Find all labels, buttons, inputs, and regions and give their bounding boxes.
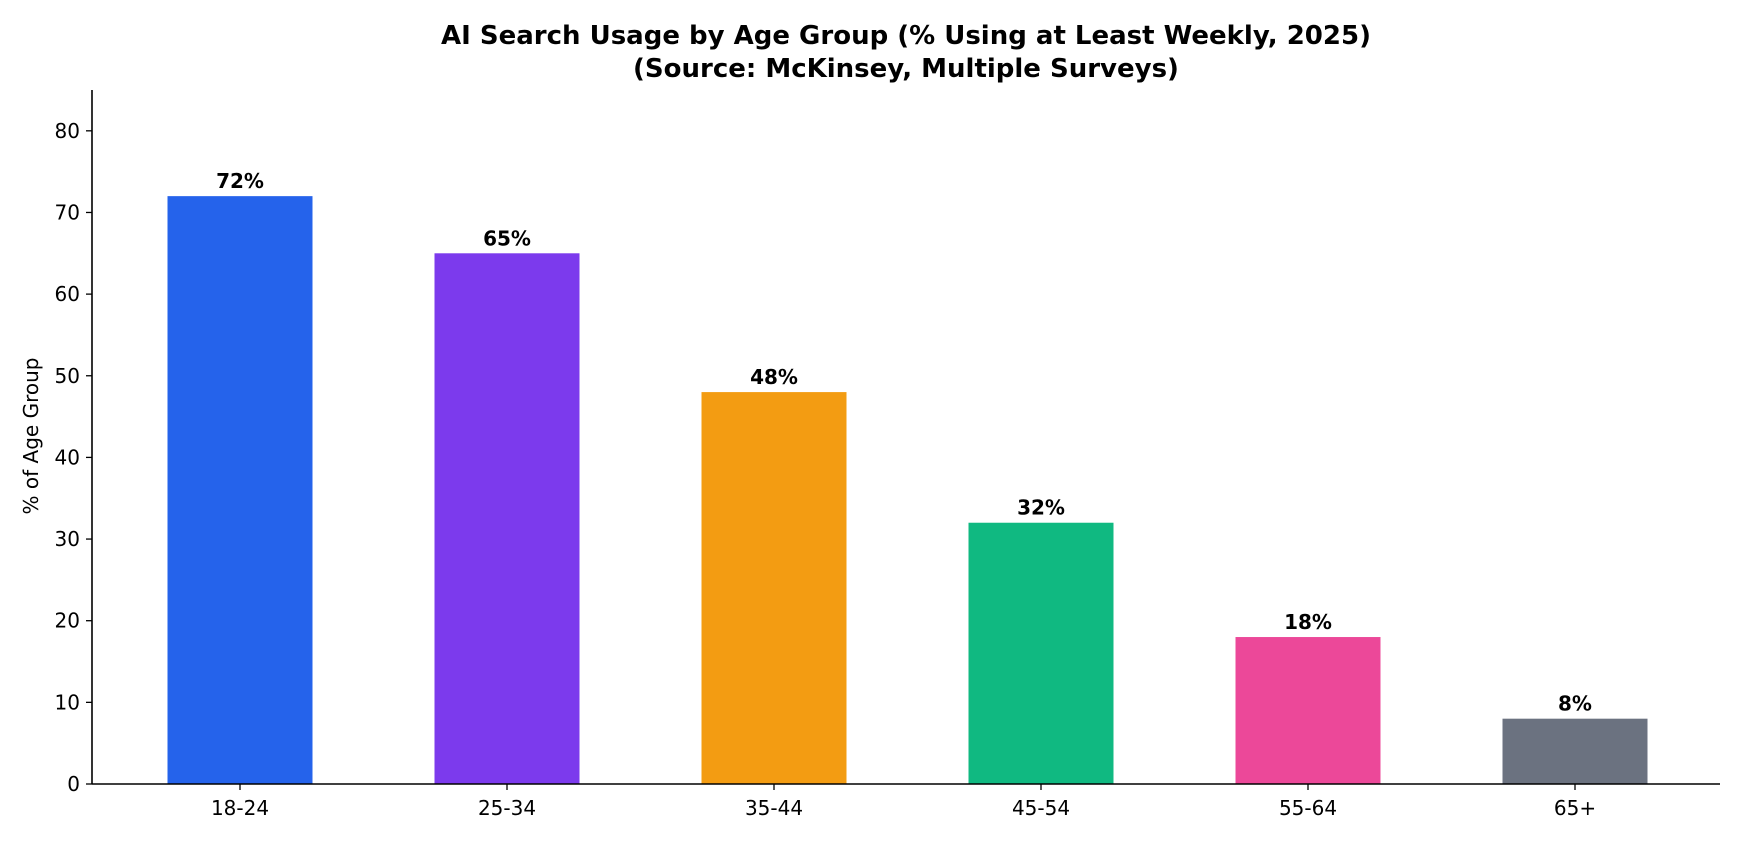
y-tick-label-50: 50 (55, 364, 80, 388)
y-tick-label-70: 70 (55, 200, 80, 224)
data-label-35-44: 48% (750, 365, 798, 389)
y-tick-label-20: 20 (55, 609, 80, 633)
x-tick-label-25-34: 25-34 (478, 796, 536, 820)
data-label-18-24: 72% (216, 169, 264, 193)
y-tick-label-10: 10 (55, 690, 80, 714)
bars-group: 72% 65% 48% 32% 18% 8% (167, 169, 1648, 784)
y-axis-label: % of Age Group (19, 358, 43, 515)
bar-65+ (1502, 718, 1648, 784)
y-tick-label-40: 40 (55, 445, 80, 469)
y-tick-label-0: 0 (67, 772, 80, 796)
x-tick-label-45-54: 45-54 (1012, 796, 1070, 820)
data-label-45-54: 32% (1017, 496, 1065, 520)
y-tick-label-80: 80 (55, 119, 80, 143)
y-tick-label-30: 30 (55, 527, 80, 551)
bar-55-64 (1235, 637, 1381, 784)
data-label-25-34: 65% (483, 226, 531, 250)
x-tick-label-55-64: 55-64 (1279, 796, 1337, 820)
chart-title: AI Search Usage by Age Group (% Using at… (441, 21, 1371, 51)
data-label-55-64: 18% (1284, 610, 1332, 634)
chart-subtitle: (Source: McKinsey, Multiple Surveys) (633, 54, 1179, 84)
bar-45-54 (968, 522, 1114, 784)
x-tick-label-18-24: 18-24 (211, 796, 269, 820)
bar-18-24 (167, 196, 313, 784)
y-tick-label-60: 60 (55, 282, 80, 306)
data-label-65+: 8% (1558, 692, 1592, 716)
y-ticks-group: 0 10 20 30 40 50 60 70 80 (55, 119, 92, 796)
x-tick-label-35-44: 35-44 (745, 796, 803, 820)
x-ticks-group: 18-24 25-34 35-44 45-54 55-64 65+ (211, 784, 1596, 820)
x-tick-label-65+: 65+ (1554, 796, 1596, 820)
bar-35-44 (701, 392, 847, 784)
bar-25-34 (434, 253, 580, 784)
